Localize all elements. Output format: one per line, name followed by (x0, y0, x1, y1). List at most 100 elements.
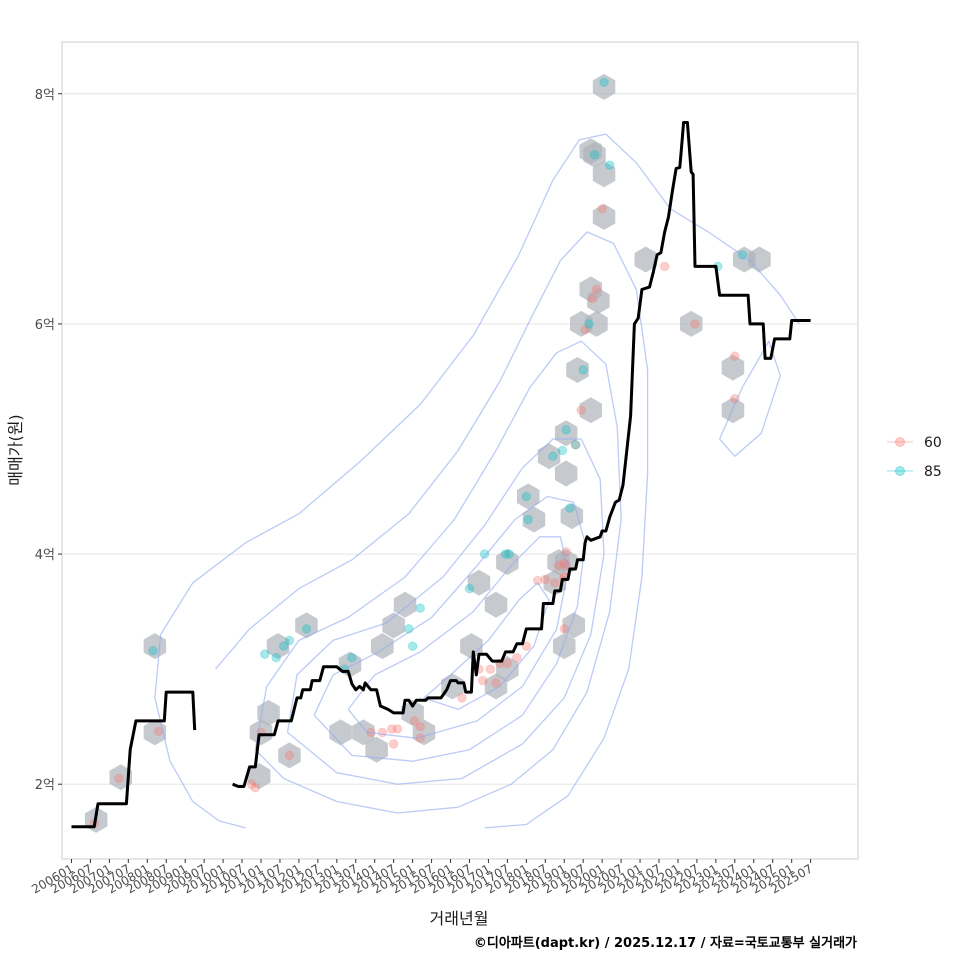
gridlines (62, 93, 858, 785)
data-point-85 (521, 491, 532, 502)
density-contour (215, 231, 649, 829)
hexbin-cell (460, 633, 483, 660)
hexbin-cell (592, 203, 616, 230)
hexbin-cell (579, 138, 602, 165)
hexbin-cell (393, 591, 417, 618)
data-point-85 (407, 641, 418, 651)
hexbin-cell (266, 633, 290, 660)
data-point-60 (409, 716, 420, 726)
data-point-85 (578, 365, 588, 375)
data-point-60 (388, 739, 399, 749)
hexbin-cell (592, 73, 616, 100)
data-point-60 (246, 779, 257, 790)
data-point-60 (587, 293, 598, 304)
data-point-85 (548, 451, 558, 462)
hexbin-cell (585, 310, 608, 337)
data-point-60 (659, 261, 670, 272)
hexbin-cell (295, 612, 318, 639)
data-point-60 (491, 678, 501, 688)
data-point-60 (570, 439, 581, 450)
hexbin-cell (496, 656, 519, 683)
hexbin-cell (748, 246, 771, 273)
data-point-85 (599, 77, 609, 88)
hexbin-cell (401, 699, 424, 726)
data-point-60 (549, 578, 560, 588)
y-tick-label: 4억 (35, 548, 55, 563)
legend-label-85: 85 (924, 464, 942, 480)
data-point-60 (532, 575, 543, 586)
data-point-60 (502, 658, 513, 669)
data-point-85 (561, 424, 571, 435)
hexbin-cell (554, 420, 578, 447)
panel-border (61, 41, 859, 860)
hexbin-cell (467, 569, 491, 596)
data-point-85 (271, 652, 281, 663)
data-point-85 (500, 549, 511, 559)
data-point-85 (570, 439, 581, 450)
data-point-60 (114, 773, 124, 784)
x-axis-title: 거래년월 (430, 909, 489, 928)
legend-item-60: 60 (887, 435, 942, 451)
median-line-segment (232, 121, 811, 788)
data-point-85 (347, 652, 357, 663)
hexbin-cell (721, 354, 745, 381)
hexbin-cell (634, 246, 657, 273)
density-contour (254, 340, 622, 814)
data-point-85 (523, 514, 534, 525)
hexbin-cell (553, 633, 576, 660)
hexbin-cell (560, 503, 584, 530)
density-contour (154, 133, 800, 829)
data-point-60 (415, 721, 426, 732)
legend-label-60: 60 (924, 435, 942, 451)
data-point-85 (301, 624, 312, 634)
hexbin-cell (441, 673, 464, 700)
data-point-60 (386, 724, 397, 734)
data-point-85 (589, 149, 600, 160)
y-tick-label: 2억 (35, 778, 55, 793)
density-contour (286, 438, 605, 785)
legend-key-point-60 (895, 437, 905, 447)
data-point-60 (580, 324, 590, 335)
data-point-85 (604, 160, 615, 170)
density-contour (719, 340, 781, 457)
hexbin-cell (579, 397, 602, 424)
hexbin-cell (143, 719, 167, 746)
legend: 60 85 (887, 435, 942, 480)
hexbin-cell (680, 310, 703, 337)
data-point-85 (464, 583, 475, 594)
data-point-60 (730, 351, 740, 361)
data-point-60 (477, 675, 488, 686)
hexbin-cell (537, 443, 561, 470)
data-point-85 (565, 503, 575, 513)
data-point-60 (377, 727, 388, 738)
legend-key-point-85 (895, 466, 905, 476)
hexbin-cell (484, 591, 508, 618)
data-point-85 (148, 645, 158, 656)
y-axis-title: 매매가(원) (6, 414, 25, 485)
hexbin-cell (566, 357, 589, 383)
hexbin-cell (352, 719, 375, 746)
data-point-60 (540, 574, 551, 585)
hexbin-cell (517, 483, 540, 510)
density-contours (154, 133, 800, 829)
data-point-60 (512, 652, 522, 663)
data-point-85 (284, 635, 295, 646)
data-point-85 (278, 641, 289, 651)
y-tick-label: 6억 (35, 318, 55, 333)
data-point-60 (521, 641, 532, 651)
hexbin-cell (412, 719, 436, 746)
hexbin-cell (587, 287, 610, 314)
hexbin-cell (496, 549, 519, 576)
y-tick-label: 8억 (35, 88, 55, 103)
hexbin-cell (247, 763, 271, 790)
data-point-60 (485, 664, 496, 674)
data-point-60 (559, 624, 570, 634)
data-point-85 (504, 549, 515, 559)
hexbin-cell (329, 719, 352, 746)
hexbin-cell (554, 460, 578, 487)
hexbin-cell (278, 742, 301, 769)
data-point-85 (479, 549, 490, 559)
median-price-line (71, 121, 811, 829)
data-point-85 (415, 603, 426, 613)
